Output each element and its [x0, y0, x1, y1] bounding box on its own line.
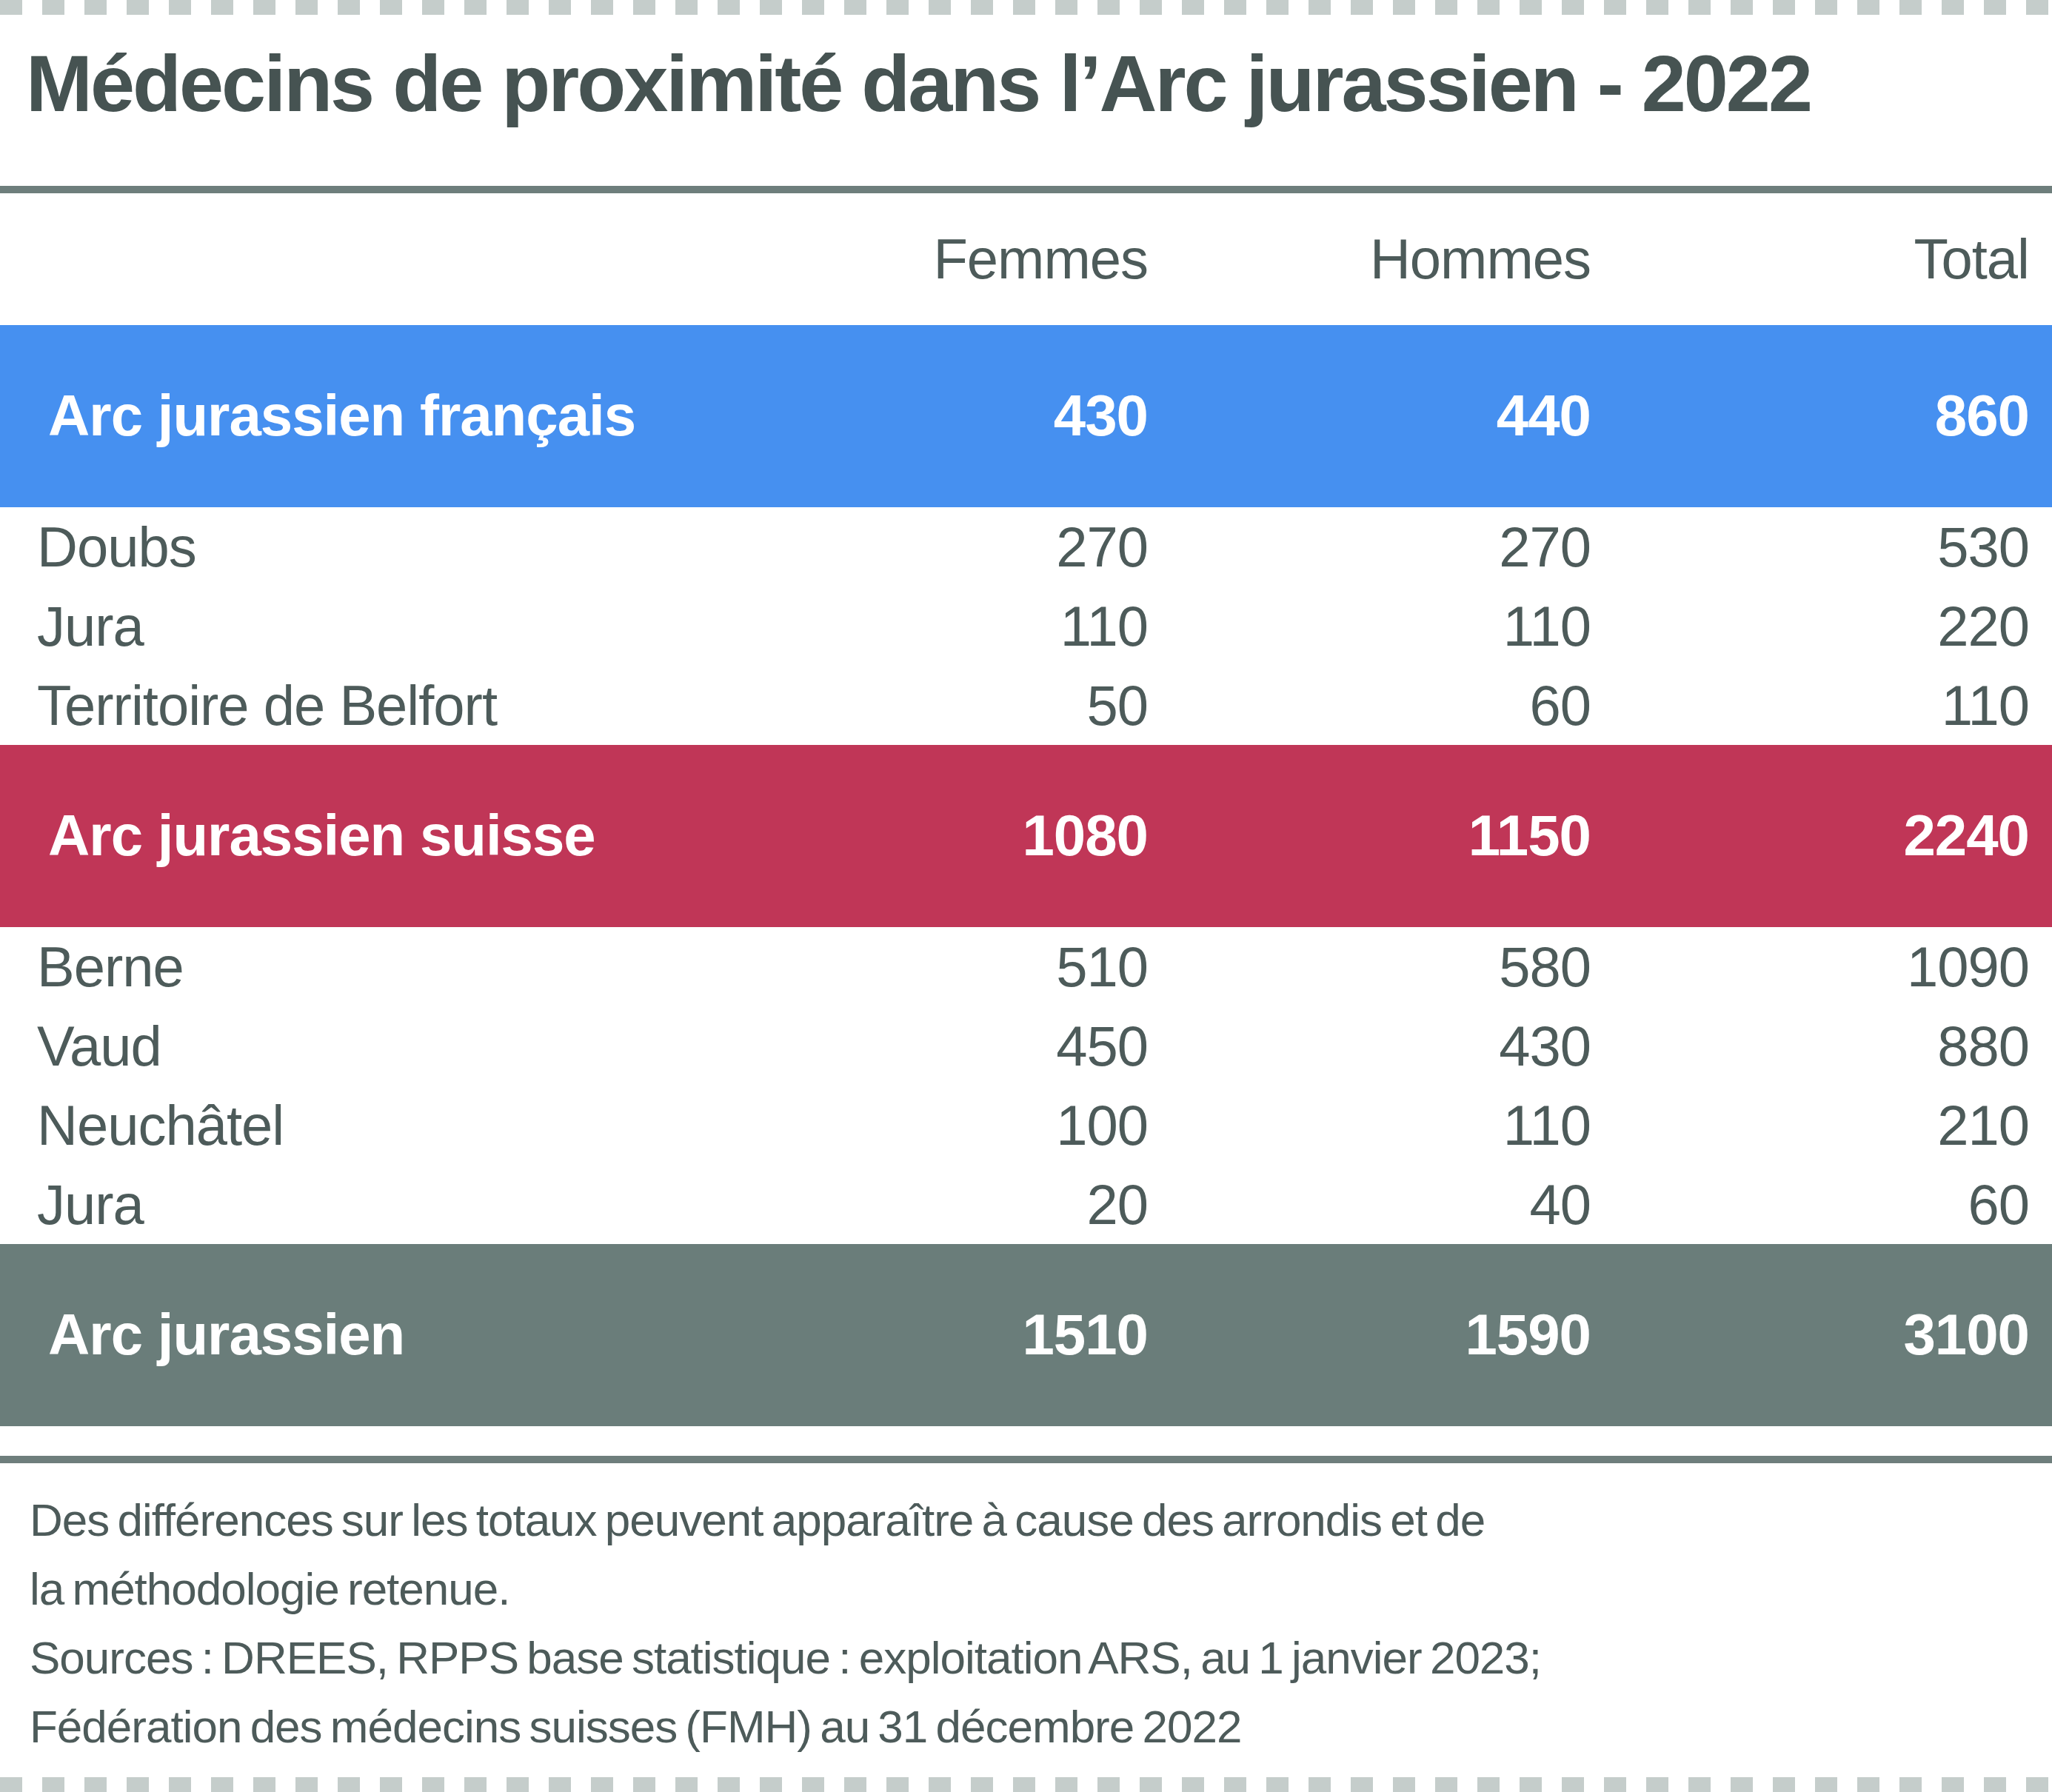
cell-hommes: 580 [1148, 935, 1591, 999]
row-label: Arc jurassien suisse [37, 802, 855, 869]
row-territoire-de-belfort: Territoire de Belfort 50 60 110 [0, 666, 2052, 745]
row-doubs: Doubs 270 270 530 [0, 507, 2052, 586]
cell-total: 220 [1591, 594, 2029, 658]
cell-total: 110 [1591, 673, 2029, 738]
row-label: Neuchâtel [37, 1093, 855, 1157]
cell-total: 1090 [1591, 935, 2029, 999]
title-separator-rule [0, 186, 2052, 193]
column-header-femmes: Femmes [855, 227, 1148, 291]
row-arc-jurassien-suisse: Arc jurassien suisse 1080 1150 2240 [0, 745, 2052, 927]
cell-hommes: 270 [1148, 515, 1591, 579]
row-arc-jurassien-francais: Arc jurassien français 430 440 860 [0, 325, 2052, 507]
note-line: la méthodologie retenue. [30, 1554, 2052, 1623]
table-header-row: Femmes Hommes Total [0, 193, 2052, 325]
row-berne: Berne 510 580 1090 [0, 927, 2052, 1006]
bottom-dashed-border [0, 1777, 2052, 1792]
row-jura-fr: Jura 110 110 220 [0, 586, 2052, 666]
row-vaud: Vaud 450 430 880 [0, 1006, 2052, 1086]
row-label: Territoire de Belfort [37, 673, 855, 738]
cell-total: 880 [1591, 1014, 2029, 1078]
page-title: Médecins de proximité dans l’Arc jurassi… [26, 40, 2052, 128]
row-label: Berne [37, 935, 855, 999]
row-jura-ch: Jura 20 40 60 [0, 1165, 2052, 1244]
row-label: Jura [37, 594, 855, 658]
cell-hommes: 110 [1148, 1093, 1591, 1157]
row-label: Arc jurassien français [37, 382, 855, 449]
cell-hommes: 60 [1148, 673, 1591, 738]
cell-femmes: 510 [855, 935, 1148, 999]
note-line: Sources : DREES, RPPS base statistique :… [30, 1623, 2052, 1692]
top-dashed-border [0, 0, 2052, 15]
cell-hommes: 1590 [1148, 1301, 1591, 1368]
table-bottom-rule [0, 1456, 2052, 1463]
row-label: Vaud [37, 1014, 855, 1078]
cell-femmes: 50 [855, 673, 1148, 738]
cell-femmes: 270 [855, 515, 1148, 579]
cell-femmes: 430 [855, 382, 1148, 449]
column-header-total: Total [1591, 227, 2029, 291]
cell-femmes: 100 [855, 1093, 1148, 1157]
row-arc-jurassien-total: Arc jurassien 1510 1590 3100 [0, 1244, 2052, 1426]
cell-hommes: 110 [1148, 594, 1591, 658]
note-line: Des différences sur les totaux peuvent a… [30, 1485, 2052, 1554]
cell-femmes: 1080 [855, 802, 1148, 869]
note-line: Fédération des médecins suisses (FMH) au… [30, 1692, 2052, 1761]
cell-total: 60 [1591, 1172, 2029, 1237]
cell-femmes: 110 [855, 594, 1148, 658]
cell-hommes: 1150 [1148, 802, 1591, 869]
cell-femmes: 20 [855, 1172, 1148, 1237]
cell-total: 210 [1591, 1093, 2029, 1157]
footnotes: Des différences sur les totaux peuvent a… [30, 1485, 2052, 1761]
cell-hommes: 440 [1148, 382, 1591, 449]
cell-total: 860 [1591, 382, 2029, 449]
cell-femmes: 1510 [855, 1301, 1148, 1368]
cell-total: 530 [1591, 515, 2029, 579]
cell-total: 2240 [1591, 802, 2029, 869]
table-figure: { "chart_data": { "type": "table", "titl… [0, 0, 2052, 1792]
cell-total: 3100 [1591, 1301, 2029, 1368]
row-label: Arc jurassien [37, 1301, 855, 1368]
cell-hommes: 40 [1148, 1172, 1591, 1237]
cell-hommes: 430 [1148, 1014, 1591, 1078]
row-label: Doubs [37, 515, 855, 579]
cell-femmes: 450 [855, 1014, 1148, 1078]
column-header-hommes: Hommes [1148, 227, 1591, 291]
row-neuchatel: Neuchâtel 100 110 210 [0, 1086, 2052, 1165]
row-label: Jura [37, 1172, 855, 1237]
